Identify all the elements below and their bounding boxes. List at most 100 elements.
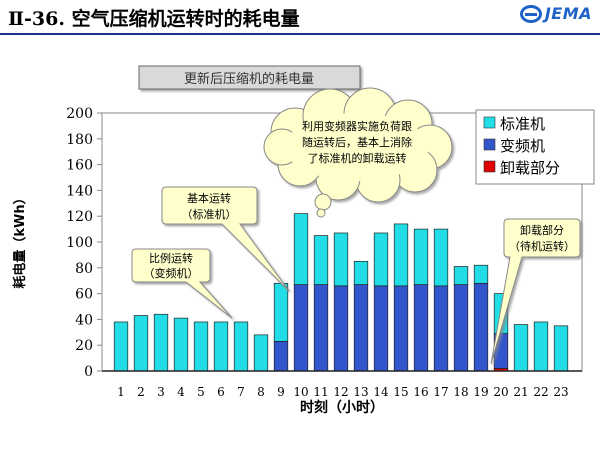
x-tick-label: 1 [117, 385, 125, 399]
chart-title-box [138, 65, 361, 90]
bar-标准机-13 [353, 261, 369, 285]
y-axis-label: 耗电量（kWh） [12, 191, 28, 288]
callout-cloud-line2: 随运转后，基本上消除 [302, 135, 412, 149]
bar-标准机-21 [513, 324, 529, 372]
bar-变频机-12 [333, 285, 349, 372]
y-tick-label: 180 [66, 132, 93, 148]
bar-series [102, 213, 582, 372]
x-tick-label: 21 [513, 385, 528, 399]
bar-标准机-5 [193, 321, 209, 372]
logo-text: JEMA [544, 4, 592, 23]
y-tick-label: 20 [75, 338, 93, 354]
callout-base-operation: 基本运转 （标准机） [161, 186, 290, 292]
bar-变频机-15 [393, 285, 409, 372]
bar-标准机-6 [213, 321, 229, 372]
bar-变频机-18 [453, 284, 469, 372]
chart-title: 更新后压缩机的耗电量 [184, 71, 314, 87]
callout-unload-line1: 卸载部分 [520, 223, 564, 237]
legend-swatch-standard [483, 116, 496, 129]
x-tick-label: 10 [293, 385, 308, 399]
bar-变频机-14 [373, 285, 389, 372]
bar-标准机-18 [453, 266, 469, 285]
legend-label-unload: 卸载部分 [500, 159, 560, 177]
y-tick-label: 120 [66, 209, 93, 225]
x-tick-label: 14 [373, 385, 389, 399]
y-axis: 0 20 40 60 80 100 120 140 160 180 200 [66, 106, 102, 380]
legend-swatch-unload [483, 160, 496, 173]
bar-标准机-23 [553, 325, 569, 372]
callout-base-line1: 基本运转 [187, 191, 231, 205]
bar-变频机-11 [313, 284, 329, 372]
title-divider [0, 33, 600, 35]
bar-标准机-2 [133, 315, 149, 372]
bar-标准机-1 [113, 321, 129, 372]
x-tick-label: 8 [257, 385, 265, 399]
y-tick-label: 80 [75, 261, 93, 277]
x-tick-label: 6 [217, 385, 225, 399]
x-tick-label: 11 [313, 385, 328, 399]
bar-标准机-17 [433, 228, 449, 287]
bar-变频机-10 [293, 284, 309, 372]
bar-标准机-4 [173, 317, 189, 372]
bar-标准机-22 [533, 321, 549, 372]
x-tick-label: 7 [237, 385, 245, 399]
y-tick-label: 40 [75, 312, 93, 328]
callout-proportional-line2: （变频机） [144, 266, 199, 280]
x-axis-label: 时刻（小时） [300, 399, 384, 416]
y-tick-label: 140 [66, 183, 93, 199]
jema-logo-icon [519, 4, 542, 23]
y-tick-label: 0 [84, 364, 93, 380]
bar-变频机-16 [413, 284, 429, 372]
x-axis: 1 2 3 4 5 6 7 8 9 10 11 12 13 14 15 16 17 18 19 20 21 22 23 [117, 385, 568, 399]
bar-标准机-3 [153, 313, 169, 372]
callout-cloud-line3: 了标准机的卸载运转 [308, 151, 407, 165]
x-tick-label: 3 [157, 385, 165, 399]
x-tick-label: 17 [433, 385, 448, 399]
legend-swatch-inverter [483, 138, 496, 151]
x-tick-label: 22 [533, 385, 548, 399]
x-tick-label: 13 [353, 385, 368, 399]
legend-box [475, 109, 595, 185]
callout-unload: 卸载部分 （待机运转） [490, 218, 581, 365]
callout-base-line2: （标准机） [182, 207, 237, 221]
bar-标准机-16 [413, 228, 429, 285]
bar-标准机-8 [253, 334, 269, 372]
x-tick-label: 19 [473, 385, 488, 399]
x-tick-label: 2 [137, 385, 145, 399]
bar-变频机-17 [433, 285, 449, 372]
x-tick-label: 16 [413, 385, 428, 399]
x-tick-label: 9 [277, 385, 285, 399]
callout-cloud-line1: 利用变频器实施负荷跟 [302, 119, 412, 133]
bar-标准机-19 [473, 264, 489, 284]
x-tick-label: 23 [553, 385, 568, 399]
y-tick-label: 200 [66, 106, 93, 122]
x-tick-label: 4 [177, 385, 185, 399]
page-title: Ⅱ-36. 空气压缩机运转时的耗电量 [8, 8, 300, 30]
x-tick-label: 5 [197, 385, 205, 399]
bar-标准机-12 [333, 232, 349, 287]
bar-标准机-11 [313, 235, 329, 285]
y-tick-label: 100 [66, 235, 93, 251]
bar-变频机-13 [353, 284, 369, 372]
bar-变频机-9 [273, 340, 289, 372]
y-tick-label: 160 [66, 158, 93, 174]
legend: 标准机 变频机 卸载部分 [475, 109, 595, 185]
bar-标准机-15 [393, 223, 409, 287]
callout-cloud: 利用变频器实施负荷跟 随运转后，基本上消除 了标准机的卸载运转 [263, 87, 453, 218]
logo: JEMA [519, 4, 592, 23]
bar-标准机-7 [233, 321, 249, 372]
bar-标准机-14 [373, 232, 389, 287]
legend-label-inverter: 变频机 [500, 137, 545, 155]
legend-label-standard: 标准机 [500, 115, 545, 133]
bar-变频机-19 [473, 282, 489, 372]
bar-标准机-10 [293, 213, 309, 285]
callout-proportional: 比例运转 （变频机） [131, 248, 233, 319]
bar-标准机-9 [273, 282, 289, 342]
y-tick-label: 60 [75, 287, 93, 303]
x-tick-label: 18 [453, 385, 468, 399]
x-tick-label: 12 [333, 385, 348, 399]
x-tick-label: 15 [393, 385, 408, 399]
x-tick-label: 20 [493, 385, 508, 399]
callout-unload-line2: （待机运转） [509, 239, 575, 253]
